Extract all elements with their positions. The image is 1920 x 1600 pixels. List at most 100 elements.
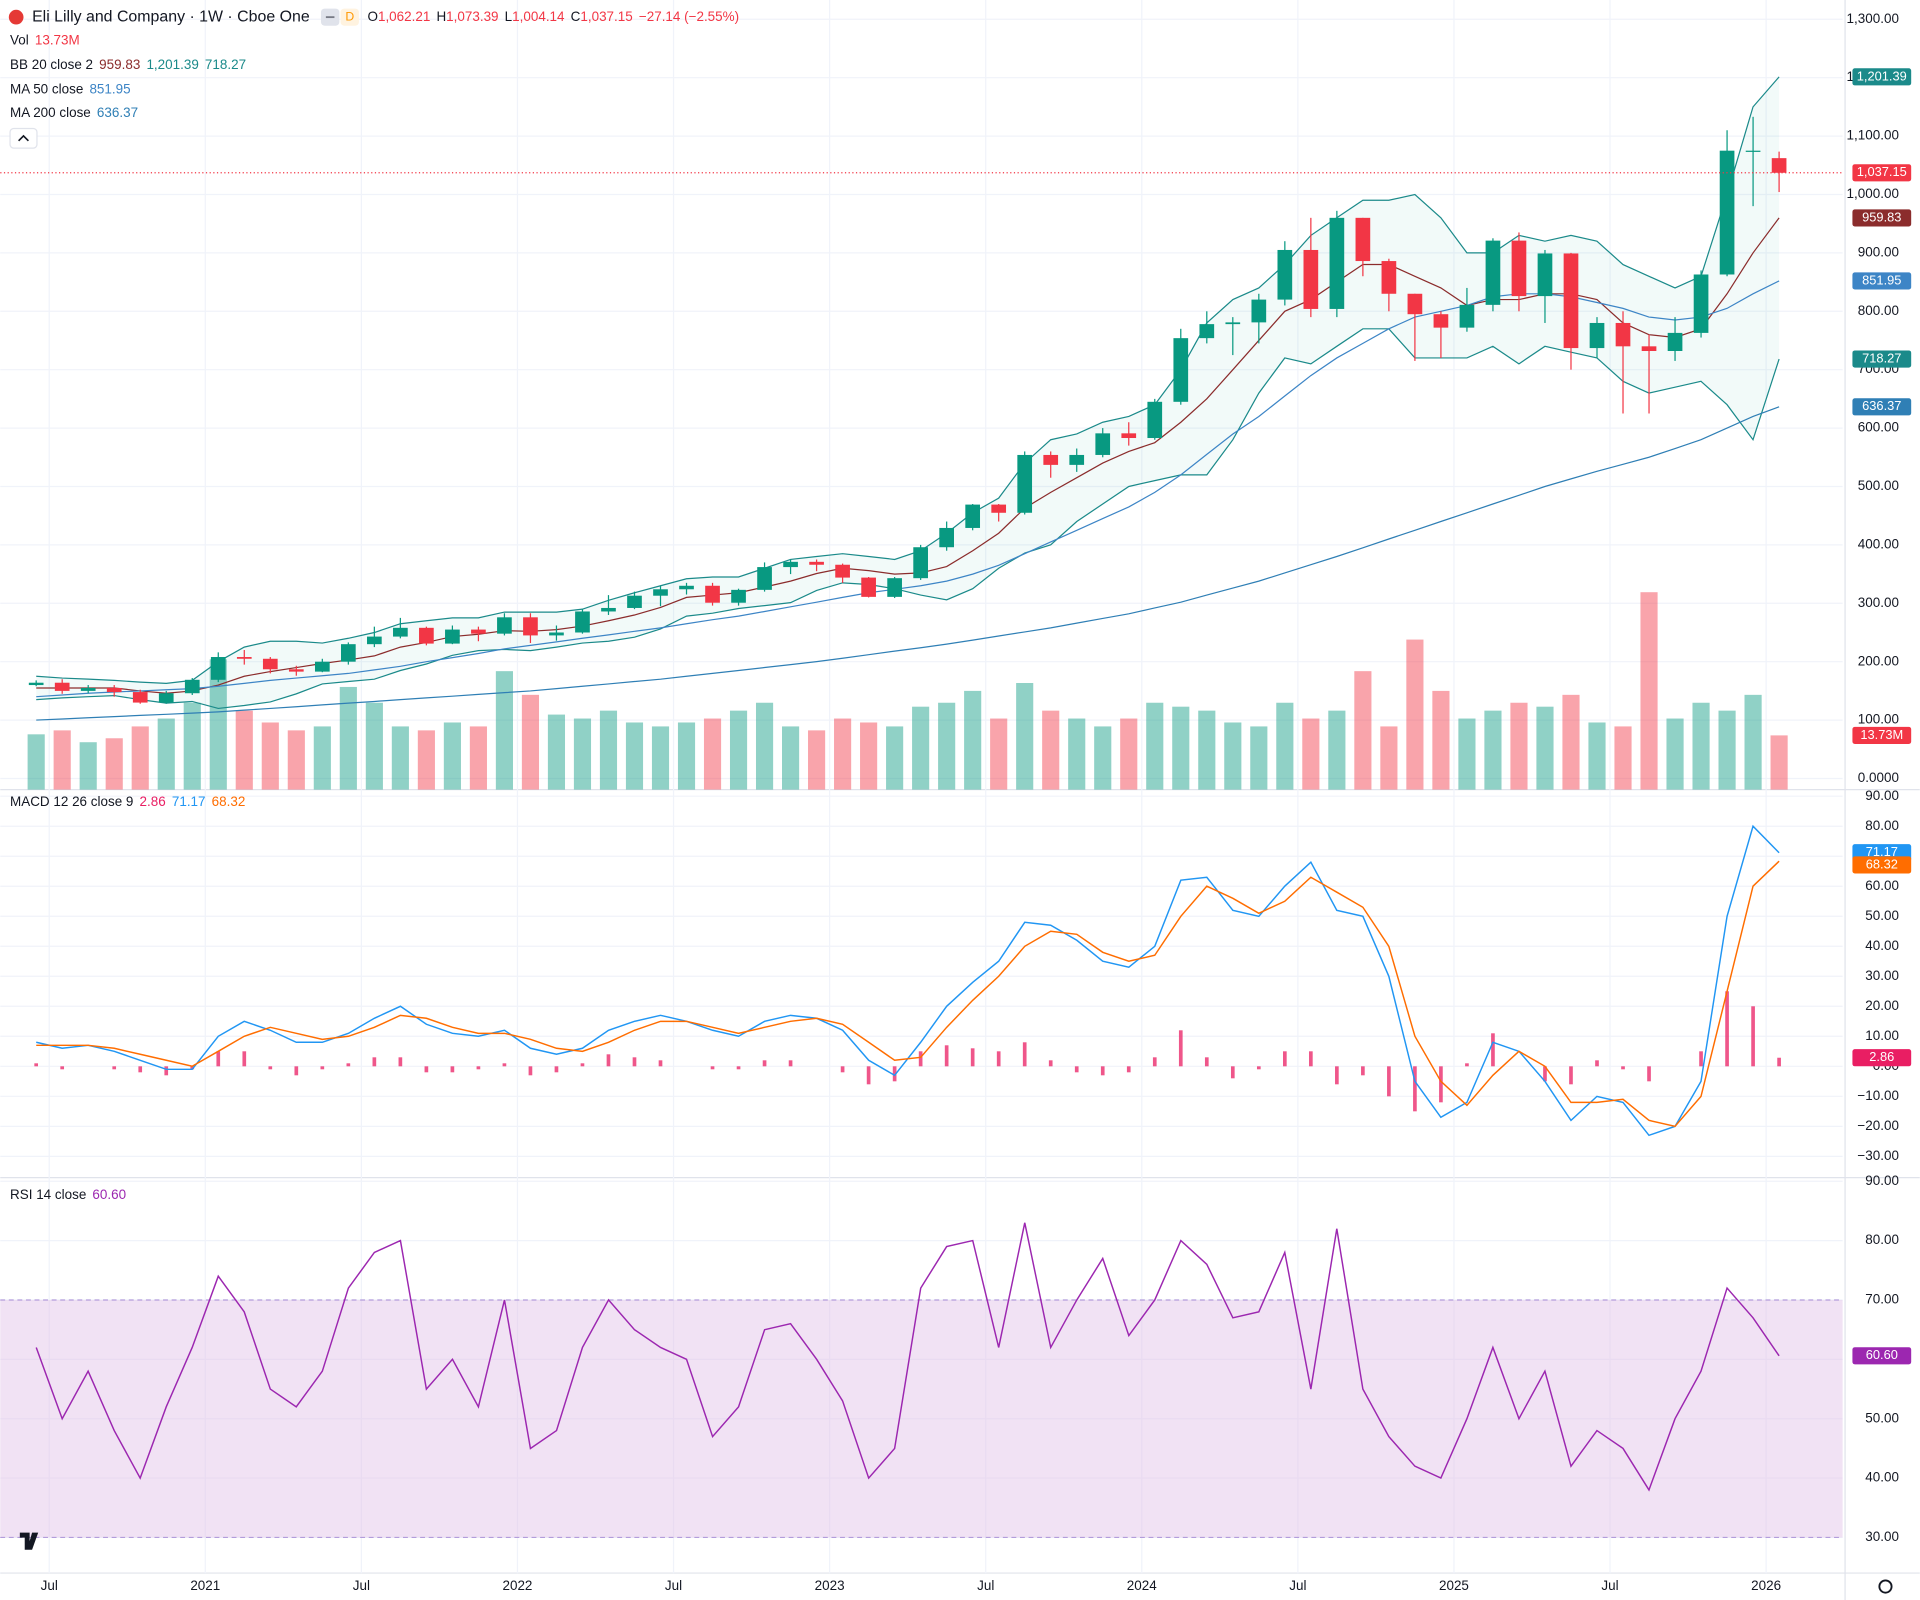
macd-histogram-bar [658, 1060, 663, 1067]
candle-body [210, 657, 226, 680]
candle-body [991, 504, 1007, 513]
y-tick-label: 60.00 [1865, 878, 1899, 893]
volume-bar [53, 730, 71, 790]
volume-bar [1744, 694, 1762, 790]
legend-item: 959.83 [99, 56, 140, 71]
rsi-tag-bg [1852, 1347, 1912, 1365]
legend-item: MACD 12 26 close 9 [10, 793, 133, 808]
candle-body [1693, 274, 1709, 333]
ohlc-label: L [505, 9, 513, 24]
candle-body [1095, 433, 1111, 455]
candle-body [393, 627, 408, 637]
y-tick-label: −30.00 [1857, 1148, 1899, 1163]
macd-histogram-bar [60, 1066, 65, 1070]
settings-icon[interactable] [1878, 1579, 1893, 1594]
volume-bar [365, 702, 383, 790]
y-tick-label: 90.00 [1865, 788, 1899, 803]
volume-bar [651, 726, 670, 790]
macd-histogram-bar [1309, 1051, 1313, 1067]
ohlc-legend: O1,062.21 H1,073.39 L1,004.14 C1,037.15 −27.… [367, 9, 739, 24]
volume-tag-bg [1852, 726, 1912, 744]
candle-body [1511, 240, 1527, 297]
y-tick-label: 30.00 [1865, 968, 1899, 983]
y-tick-label: 10.00 [1865, 1028, 1899, 1043]
candle-body [28, 682, 44, 686]
y-tick-label: 600.00 [1858, 420, 1899, 435]
candle-body [184, 679, 200, 694]
bb-lower-tag-bg [1852, 350, 1912, 368]
candle-body [887, 578, 902, 597]
volume-bar [834, 718, 852, 790]
macd-histogram-bar [1777, 1057, 1781, 1067]
macd-histogram-bar [606, 1054, 611, 1067]
candle-body [1277, 249, 1293, 300]
macd-histogram-bar [216, 1051, 221, 1067]
candle-body [601, 607, 616, 612]
legend: BB 20 close 2 959.83 1,201.39 718.27 [10, 56, 246, 71]
volume-bar [1562, 694, 1580, 790]
bollinger-lower [36, 328, 1780, 710]
text-layer: Eli Lilly and Company · 1W · Cboe One D … [8, 8, 1912, 1594]
bollinger-fill [36, 76, 1780, 709]
macd-histogram-bar [892, 1066, 897, 1082]
candle-body [54, 682, 70, 691]
macd-histogram-bar [450, 1066, 455, 1073]
macd-histogram-bar [1152, 1057, 1157, 1067]
macd-histogram-bar [1439, 1066, 1443, 1103]
candle-body [1069, 454, 1085, 465]
macd-histogram-bar [112, 1066, 117, 1070]
candle-body [262, 658, 278, 670]
macd-histogram-bar [736, 1066, 741, 1070]
legend-item: 1,201.39 [146, 56, 198, 71]
x-tick-label: Jul [665, 1578, 682, 1593]
legend-item: 636.37 [97, 105, 138, 120]
ma-tag: 851.95 [1862, 272, 1901, 287]
bb-basis-tag-bg [1852, 209, 1912, 227]
legend-item: BB 20 close 2 [10, 56, 93, 71]
volume-bar [27, 734, 45, 790]
volume-bar [573, 718, 592, 790]
volume-bar [1484, 710, 1502, 790]
histogram-tag: 2.86 [1869, 1049, 1894, 1064]
macd-histogram-bar [1621, 1066, 1625, 1070]
collapse-button[interactable] [9, 127, 38, 149]
macd-histogram-bar [1178, 1030, 1183, 1067]
y-tick-label: 1,100.00 [1847, 128, 1899, 143]
macd-histogram-bar [1126, 1066, 1131, 1073]
rsi-band-fill [0, 1299, 1843, 1538]
x-tick-label: 2026 [1751, 1578, 1781, 1593]
y-tick-label: 40.00 [1865, 1470, 1899, 1485]
ohlc-value: 1,037.15 [580, 9, 632, 24]
candle-body [1459, 304, 1475, 328]
candle-body [471, 629, 486, 634]
candle-body [1381, 261, 1397, 294]
bb-upper-tag-bg [1852, 68, 1912, 86]
candle-body [1615, 322, 1631, 347]
candle-body [314, 661, 330, 672]
macd-histogram-bar [1204, 1057, 1209, 1067]
legend-item: 13.73M [35, 32, 80, 47]
y-tick-label: 0.0000 [1858, 770, 1899, 785]
macd-histogram-bar [1074, 1066, 1079, 1073]
volume-bar [339, 686, 357, 790]
volume-bar [599, 710, 618, 790]
volume-bar [1354, 671, 1372, 790]
chart-title: Eli Lilly and Company · 1W · Cboe One [32, 8, 310, 25]
legend-item: MA 200 close [10, 105, 91, 120]
y-tick-label: 100.00 [1858, 712, 1899, 727]
y-tick-label: 1,300.00 [1847, 11, 1899, 26]
signal-tag: 68.32 [1866, 856, 1898, 871]
volume-bar [1042, 710, 1060, 790]
ohlc-label: H [436, 9, 446, 24]
macd-histogram-bar [1543, 1066, 1547, 1082]
volume-bar [547, 714, 566, 790]
macd-histogram-bar [866, 1066, 871, 1085]
candle-body [1641, 346, 1657, 351]
macd-histogram-bar [1335, 1066, 1339, 1085]
candle-body [1433, 314, 1449, 328]
volume-bar [1510, 702, 1528, 790]
brand-logo[interactable] [19, 1532, 39, 1550]
candle-body [1771, 158, 1787, 173]
macd-histogram-bar [1100, 1066, 1105, 1076]
volume-bar [1692, 702, 1710, 790]
